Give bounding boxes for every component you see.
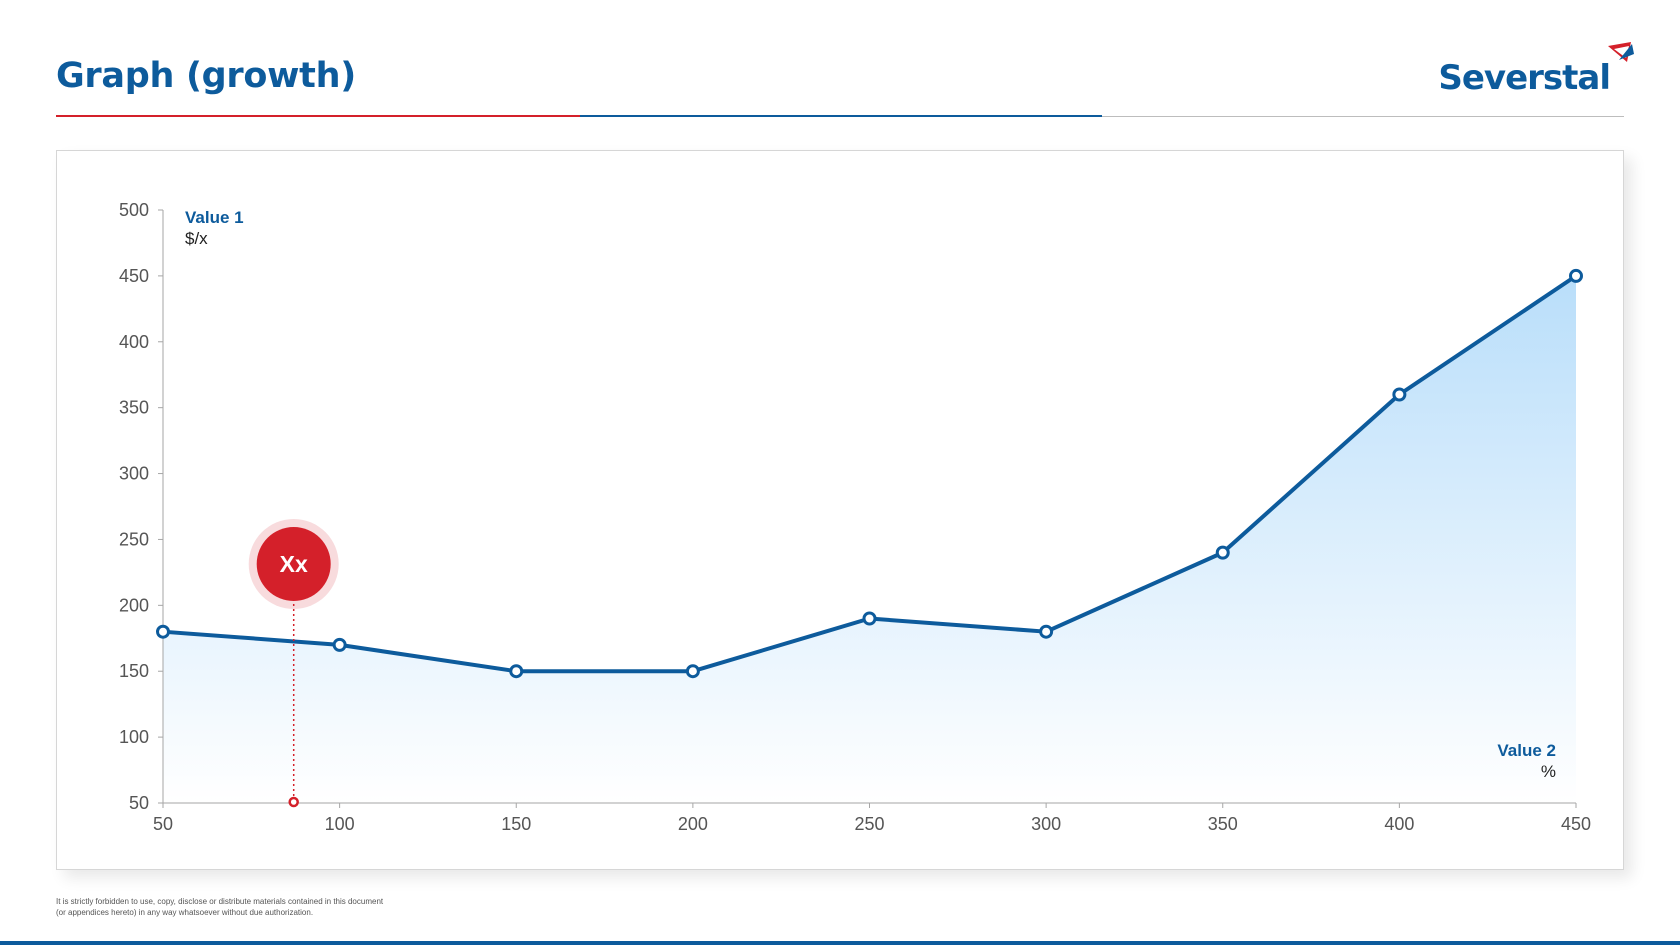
- data-point: [509, 664, 524, 679]
- data-point: [1039, 624, 1054, 639]
- data-point: [862, 611, 877, 626]
- x-axis-title: Value 2: [1497, 741, 1556, 760]
- title-rule-grey: [1102, 116, 1624, 117]
- chart-panel: 50 100 150 200 250 300 350 400 450 500 50 100 150 200…: [56, 150, 1624, 870]
- disclaimer-line-1: It is strictly forbidden to use, copy, d…: [56, 897, 384, 906]
- y-tick-label: 450: [119, 266, 149, 286]
- x-tick-label: 350: [1208, 814, 1238, 834]
- y-tick-label: 150: [119, 661, 149, 681]
- y-tick-label: 400: [119, 332, 149, 352]
- y-tick-label: 100: [119, 727, 149, 747]
- disclaimer-line-2: (or appendices hereto) in any way whatso…: [56, 908, 314, 917]
- y-tick-label: 350: [119, 398, 149, 418]
- data-point: [1215, 545, 1230, 560]
- x-tick-label: 450: [1561, 814, 1591, 834]
- data-point: [332, 637, 347, 652]
- y-axis-unit: $/x: [185, 229, 208, 248]
- x-axis-unit: %: [1541, 762, 1556, 781]
- annotation-label: Xx: [280, 551, 308, 577]
- annotation-anchor: [288, 796, 299, 808]
- brand-logo-text: Severstal: [1438, 58, 1611, 98]
- disclaimer: It is strictly forbidden to use, copy, d…: [56, 896, 383, 918]
- data-point: [1569, 268, 1583, 283]
- y-tick-label: 300: [119, 464, 149, 484]
- x-tick-label: 200: [678, 814, 708, 834]
- x-tick-label: 300: [1031, 814, 1061, 834]
- x-tick-label: 100: [325, 814, 355, 834]
- y-tick-label: 500: [119, 200, 149, 220]
- data-point: [685, 664, 700, 679]
- area-chart: 50 100 150 200 250 300 350 400 450 500 50 100 150 200…: [119, 200, 1591, 834]
- annotation-bubble: [256, 527, 331, 601]
- y-tick-label: 50: [129, 793, 149, 813]
- x-tick-label: 50: [153, 814, 173, 834]
- y-axis-title: Value 1: [185, 208, 244, 227]
- page-title: Graph (growth): [56, 56, 356, 96]
- severstal-logo-icon: [1608, 42, 1634, 62]
- series-area: [163, 275, 1576, 803]
- x-tick-label: 250: [854, 814, 884, 834]
- y-tick-label: 200: [119, 595, 149, 615]
- data-point: [156, 624, 170, 639]
- title-rule-red: [56, 115, 580, 117]
- bottom-bar: [0, 941, 1680, 945]
- x-tick-label: 400: [1384, 814, 1414, 834]
- y-tick-label: 250: [119, 529, 149, 549]
- title-rule-blue: [580, 115, 1102, 117]
- x-tick-label: 150: [501, 814, 531, 834]
- data-point: [1392, 387, 1407, 402]
